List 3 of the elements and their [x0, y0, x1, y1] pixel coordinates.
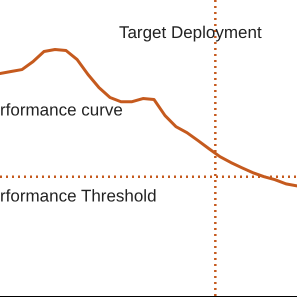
ref-line-label: rformance Threshold: [0, 186, 157, 206]
text: Target Deployment: [118, 23, 262, 42]
series-label: rformance curve: [0, 100, 123, 120]
